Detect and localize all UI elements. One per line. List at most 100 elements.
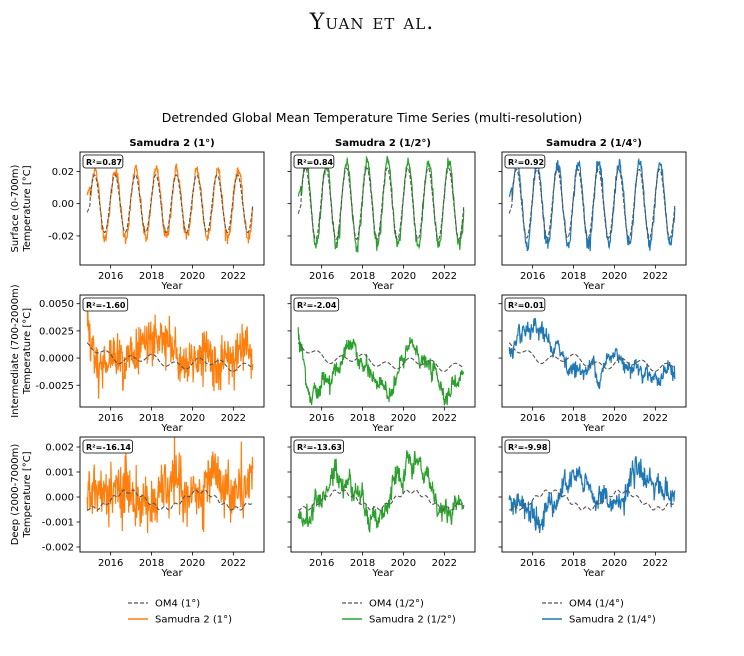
samudra-series-line bbox=[86, 437, 254, 534]
x-axis-label: Year bbox=[371, 281, 394, 292]
x-tick-label: 2022 bbox=[643, 413, 668, 424]
x-axis-label: Year bbox=[160, 423, 183, 434]
r2-label: R²=0.87 bbox=[86, 158, 122, 167]
samudra-series-line bbox=[508, 317, 676, 390]
om4-series-line bbox=[508, 168, 676, 239]
x-axis-label: Year bbox=[582, 281, 605, 292]
om4-series-line bbox=[508, 342, 675, 373]
axes-frame bbox=[290, 294, 476, 408]
y-tick-label: -0.002 bbox=[42, 543, 74, 554]
r2-label: R²=0.01 bbox=[508, 301, 545, 310]
x-tick-label: 2020 bbox=[180, 271, 205, 282]
panel-r0-c1: 2016 2018 2020 2022 Year R²=0.84 bbox=[287, 151, 476, 292]
row-ylabel-0: Surface (0-700m) bbox=[10, 164, 21, 252]
y-tick-label: 0.02 bbox=[52, 167, 74, 178]
panel-r0-c0: 2016 2018 2020 2022 Year 0.02 0.00 -0.02 R²=0.87 bbox=[48, 151, 265, 292]
x-tick-label: 2022 bbox=[221, 413, 246, 424]
r2-label: R²=0.92 bbox=[508, 158, 544, 167]
legend-om4-label: OM4 (1/2°) bbox=[369, 599, 424, 610]
x-tick-label: 2022 bbox=[643, 271, 668, 282]
panel-r2-c1: 2016 2018 2020 2022 Year R²=-13.63 bbox=[287, 436, 476, 579]
x-tick-label: 2018 bbox=[350, 558, 375, 569]
om4-series-line bbox=[508, 489, 676, 511]
samudra-series-line bbox=[508, 456, 676, 534]
panel-r2-c2: 2016 2018 2020 2022 Year R²=-9.98 bbox=[498, 436, 687, 579]
samudra-series-line bbox=[86, 300, 254, 399]
x-tick-label: 2018 bbox=[350, 271, 375, 282]
legend-samudra-label: Samudra 2 (1/2°) bbox=[369, 615, 456, 626]
r2-box bbox=[82, 297, 129, 312]
legend-om4-label: OM4 (1/4°) bbox=[569, 599, 624, 610]
x-tick-label: 2022 bbox=[432, 558, 457, 569]
x-tick-label: 2018 bbox=[561, 558, 586, 569]
axes-frame bbox=[501, 151, 687, 266]
samudra-series-line bbox=[297, 450, 465, 533]
om4-series-line bbox=[297, 167, 465, 240]
x-tick-label: 2018 bbox=[561, 413, 586, 424]
r2-box bbox=[82, 154, 124, 169]
r2-box bbox=[82, 439, 133, 454]
x-tick-label: 2020 bbox=[180, 558, 205, 569]
y-tick-label: -0.02 bbox=[48, 231, 74, 242]
axes-frame bbox=[290, 436, 476, 553]
r2-label: R²=0.84 bbox=[297, 158, 334, 167]
axes-frame bbox=[290, 151, 476, 266]
x-axis-label: Year bbox=[160, 281, 183, 292]
x-tick-label: 2016 bbox=[98, 413, 123, 424]
om4-series-line bbox=[86, 489, 254, 511]
x-tick-label: 2018 bbox=[350, 413, 375, 424]
x-tick-label: 2016 bbox=[520, 271, 545, 282]
r2-box bbox=[293, 439, 344, 454]
x-tick-label: 2022 bbox=[432, 413, 457, 424]
r2-box bbox=[293, 297, 340, 312]
panel-r0-c2: 2016 2018 2020 2022 Year R²=0.92 bbox=[498, 151, 687, 292]
x-tick-label: 2022 bbox=[221, 271, 246, 282]
x-tick-label: 2022 bbox=[643, 558, 668, 569]
legend-0: OM4 (1°) Samudra 2 (1°) bbox=[128, 599, 232, 626]
x-tick-label: 2016 bbox=[98, 271, 123, 282]
column-title-0: Samudra 2 (1°) bbox=[129, 138, 214, 149]
axes-frame bbox=[501, 436, 687, 553]
samudra-series-line bbox=[297, 327, 465, 406]
axes-frame bbox=[501, 294, 687, 408]
legend-samudra-label: Samudra 2 (1°) bbox=[155, 615, 232, 626]
r2-label: R²=-9.98 bbox=[508, 443, 548, 452]
x-tick-label: 2016 bbox=[309, 558, 334, 569]
column-title-2: Samudra 2 (1/4°) bbox=[546, 138, 642, 149]
x-axis-label: Year bbox=[371, 568, 394, 579]
row-ylabel-unit-0: Temperature [°C] bbox=[22, 165, 33, 252]
x-tick-label: 2020 bbox=[602, 413, 627, 424]
row-ylabel-unit-1: Temperature [°C] bbox=[22, 308, 33, 395]
r2-label: R²=-1.60 bbox=[86, 301, 126, 310]
r2-label: R²=-16.14 bbox=[86, 443, 131, 452]
page-header: Yuan et al. bbox=[309, 10, 435, 35]
y-tick-label: 0.002 bbox=[45, 443, 74, 454]
x-tick-label: 2016 bbox=[520, 413, 545, 424]
x-tick-label: 2016 bbox=[520, 558, 545, 569]
panel-r1-c0: 2016 2018 2020 2022 Year 0.0050 0.0025 0.0000 -0… bbox=[35, 294, 265, 434]
row-ylabel-unit-2: Temperature [°C] bbox=[22, 451, 33, 538]
x-axis-label: Year bbox=[160, 568, 183, 579]
r2-box bbox=[504, 297, 546, 312]
x-tick-label: 2022 bbox=[432, 271, 457, 282]
om4-series-line bbox=[86, 174, 254, 234]
legend-2: OM4 (1/4°) Samudra 2 (1/4°) bbox=[542, 599, 656, 626]
om4-series-line bbox=[297, 489, 465, 511]
x-tick-label: 2016 bbox=[309, 271, 334, 282]
y-tick-label: 0.00 bbox=[52, 199, 74, 210]
x-tick-label: 2020 bbox=[391, 413, 416, 424]
x-tick-label: 2020 bbox=[602, 271, 627, 282]
column-title-1: Samudra 2 (1/2°) bbox=[335, 138, 431, 149]
r2-box bbox=[293, 154, 335, 169]
x-axis-label: Year bbox=[582, 423, 605, 434]
om4-series-line bbox=[86, 342, 253, 373]
y-tick-label: 0.001 bbox=[45, 468, 74, 479]
r2-label: R²=-2.04 bbox=[297, 301, 337, 310]
legend-samudra-label: Samudra 2 (1/4°) bbox=[569, 615, 656, 626]
om4-series-line bbox=[297, 342, 464, 373]
x-tick-label: 2018 bbox=[139, 271, 164, 282]
axes-frame bbox=[79, 294, 265, 408]
x-tick-label: 2020 bbox=[180, 413, 205, 424]
multi-panel-chart: Detrended Global Mean Temperature Time S… bbox=[10, 110, 687, 626]
y-tick-label: -0.0025 bbox=[35, 381, 74, 392]
